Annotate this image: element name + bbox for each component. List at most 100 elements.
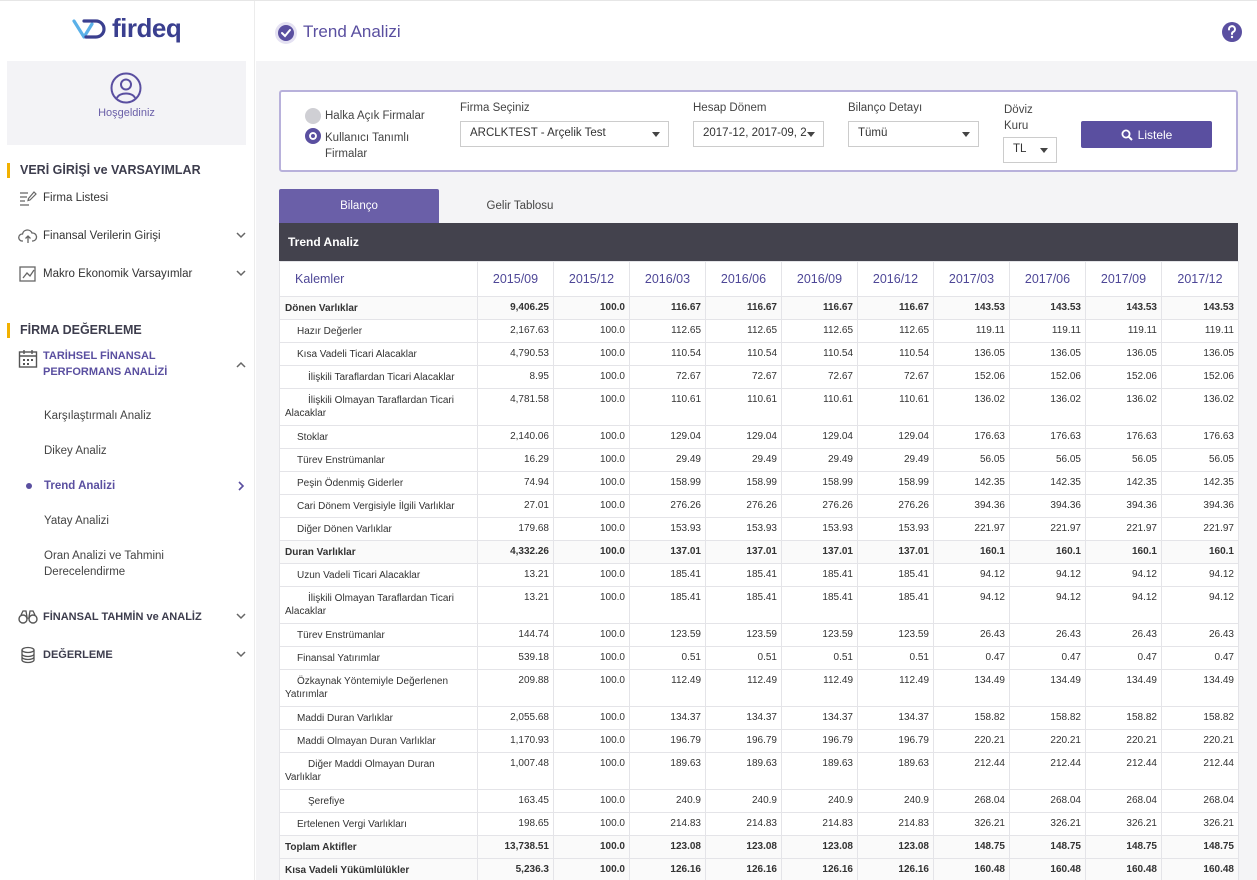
table-cell: 100.0	[553, 669, 630, 707]
chart-box-icon	[18, 264, 38, 284]
sidebar-sub-oran[interactable]: Oran Analizi ve Tahmini Derecelendirme	[44, 548, 244, 580]
radio-circle-off[interactable]	[305, 108, 321, 124]
row-label: Kısa Vadeli Ticari Alacaklar	[279, 342, 478, 366]
table-cell: 196.79	[781, 729, 858, 753]
table-row: Diğer Dönen Varlıklar 179.68 100.0 153.93 15…	[279, 517, 1239, 541]
table-cell: 110.54	[781, 342, 858, 366]
table-row: Kısa Vadeli Yükümlülükler 5,236.3 100.0 126…	[279, 858, 1239, 880]
table-cell: 29.49	[629, 448, 706, 472]
table-cell: 9,406.25	[477, 296, 554, 320]
table-cell: 100.0	[553, 646, 630, 670]
sidebar-item-firma-listesi[interactable]: Firma Listesi	[18, 187, 248, 209]
chevron-up-icon[interactable]	[234, 358, 248, 372]
logo[interactable]: firdeq	[72, 13, 182, 44]
table-cell: 126.16	[629, 858, 706, 880]
column-header-kalemler[interactable]: Kalemler	[279, 261, 478, 297]
table-cell: 176.63	[1161, 425, 1239, 449]
chevron-down-icon[interactable]	[234, 228, 248, 242]
table-cell: 158.99	[857, 471, 934, 495]
radio-circle-on[interactable]	[305, 128, 321, 144]
table-cell: 276.26	[705, 494, 782, 518]
table-cell: 100.0	[553, 812, 630, 836]
table-cell: 100.0	[553, 729, 630, 753]
sidebar-item-finansal-veriler[interactable]: Finansal Verilerin Girişi	[18, 225, 248, 247]
tab-bilanco[interactable]: Bilanço	[279, 189, 439, 223]
table-cell: 158.99	[705, 471, 782, 495]
column-header-period[interactable]: 2017/06	[1009, 261, 1086, 297]
user-avatar-icon[interactable]	[110, 72, 142, 104]
table-cell: 134.49	[1085, 669, 1162, 707]
table-cell: 240.9	[857, 789, 934, 813]
column-header-period[interactable]: 2017/03	[933, 261, 1010, 297]
column-header-period[interactable]: 2016/09	[781, 261, 858, 297]
table-cell: 160.1	[933, 540, 1010, 564]
donem-select[interactable]: 2017-12, 2017-09, 2	[693, 121, 824, 147]
table-cell: 26.43	[1009, 623, 1086, 647]
column-header-period[interactable]: 2017/12	[1161, 261, 1239, 297]
sidebar-sub-dikey[interactable]: Dikey Analiz	[44, 445, 107, 457]
calendar-icon	[18, 349, 38, 374]
listele-button[interactable]: Listele	[1081, 121, 1212, 148]
list-edit-icon	[18, 188, 38, 208]
chevron-down-icon[interactable]	[234, 609, 248, 623]
table-cell: 212.44	[1085, 752, 1162, 790]
radio-halka-acik[interactable]: Halka Açık Firmalar	[305, 108, 425, 124]
table-cell: 137.01	[781, 540, 858, 564]
coin-stack-icon	[18, 645, 38, 665]
column-header-period[interactable]: 2016/12	[857, 261, 934, 297]
sidebar-item-degerleme[interactable]: DEĞERLEME	[18, 644, 248, 666]
column-header-period[interactable]: 2017/09	[1085, 261, 1162, 297]
table-cell: 100.0	[553, 858, 630, 880]
sidebar-group-tarihsel[interactable]: TARİHSEL FİNANSAL PERFORMANS ANALİZİ	[18, 349, 248, 383]
table-cell: 148.75	[1009, 835, 1086, 859]
table-row: Cari Dönem Vergisiyle İlgili Varlıklar 27…	[279, 494, 1239, 518]
table-cell: 112.65	[857, 319, 934, 343]
table-cell: 185.41	[629, 586, 706, 624]
table-row: Maddi Olmayan Duran Varlıklar 1,170.93 100…	[279, 729, 1239, 753]
logo-text: firdeq	[112, 13, 182, 43]
table-cell: 212.44	[933, 752, 1010, 790]
radio-kullanici-tanimli[interactable]: Kullanıcı Tanımlı Firmalar	[305, 128, 409, 162]
table-cell: 134.37	[705, 706, 782, 730]
sidebar-sub-karsilastirmali[interactable]: Karşılaştırmalı Analiz	[44, 410, 152, 422]
table-cell: 158.99	[629, 471, 706, 495]
sidebar-sub-yatay[interactable]: Yatay Analizi	[44, 515, 109, 527]
column-header-period[interactable]: 2015/09	[477, 261, 554, 297]
doviz-select[interactable]: TL	[1003, 137, 1057, 163]
welcome-text: Hoşgeldiniz	[98, 107, 155, 119]
table-cell: 221.97	[1161, 517, 1239, 541]
table-cell: 112.49	[781, 669, 858, 707]
table-cell: 29.49	[857, 448, 934, 472]
table-cell: 13,738.51	[477, 835, 554, 859]
cloud-upload-icon	[18, 226, 38, 246]
table-cell: 29.49	[781, 448, 858, 472]
table-cell: 72.67	[629, 365, 706, 389]
column-header-period[interactable]: 2016/06	[705, 261, 782, 297]
table-cell: 136.02	[1161, 388, 1239, 426]
table-cell: 56.05	[1009, 448, 1086, 472]
table-cell: 240.9	[629, 789, 706, 813]
table-cell: 100.0	[553, 448, 630, 472]
tab-gelir-tablosu[interactable]: Gelir Tablosu	[486, 200, 554, 212]
sidebar-item-makro-ekonomik[interactable]: Makro Ekonomik Varsayımlar	[18, 263, 248, 285]
detay-select[interactable]: Tümü	[848, 121, 979, 147]
sidebar-sub-trend[interactable]: Trend Analizi	[44, 480, 116, 492]
table-row: Maddi Duran Varlıklar 2,055.68 100.0 134.37…	[279, 706, 1239, 730]
table-cell: 221.97	[933, 517, 1010, 541]
chevron-down-icon[interactable]	[234, 647, 248, 661]
firma-select[interactable]: ARCLKTEST - Arçelik Test	[460, 121, 669, 147]
sidebar-item-finansal-tahmin[interactable]: FİNANSAL TAHMİN ve ANALİZ	[18, 606, 248, 628]
table-cell: 142.35	[1161, 471, 1239, 495]
table-cell: 221.97	[1009, 517, 1086, 541]
table-cell: 212.44	[1161, 752, 1239, 790]
column-header-period[interactable]: 2015/12	[553, 261, 630, 297]
help-icon[interactable]	[1221, 21, 1243, 43]
page-header: Trend Analizi	[256, 1, 1257, 61]
table-cell: 176.63	[1085, 425, 1162, 449]
table-cell: 0.47	[933, 646, 1010, 670]
column-header-period[interactable]: 2016/03	[629, 261, 706, 297]
doviz-label-line1: Döviz	[1004, 104, 1033, 116]
table-cell: 268.04	[1085, 789, 1162, 813]
table-cell: 129.04	[781, 425, 858, 449]
chevron-down-icon[interactable]	[234, 266, 248, 280]
